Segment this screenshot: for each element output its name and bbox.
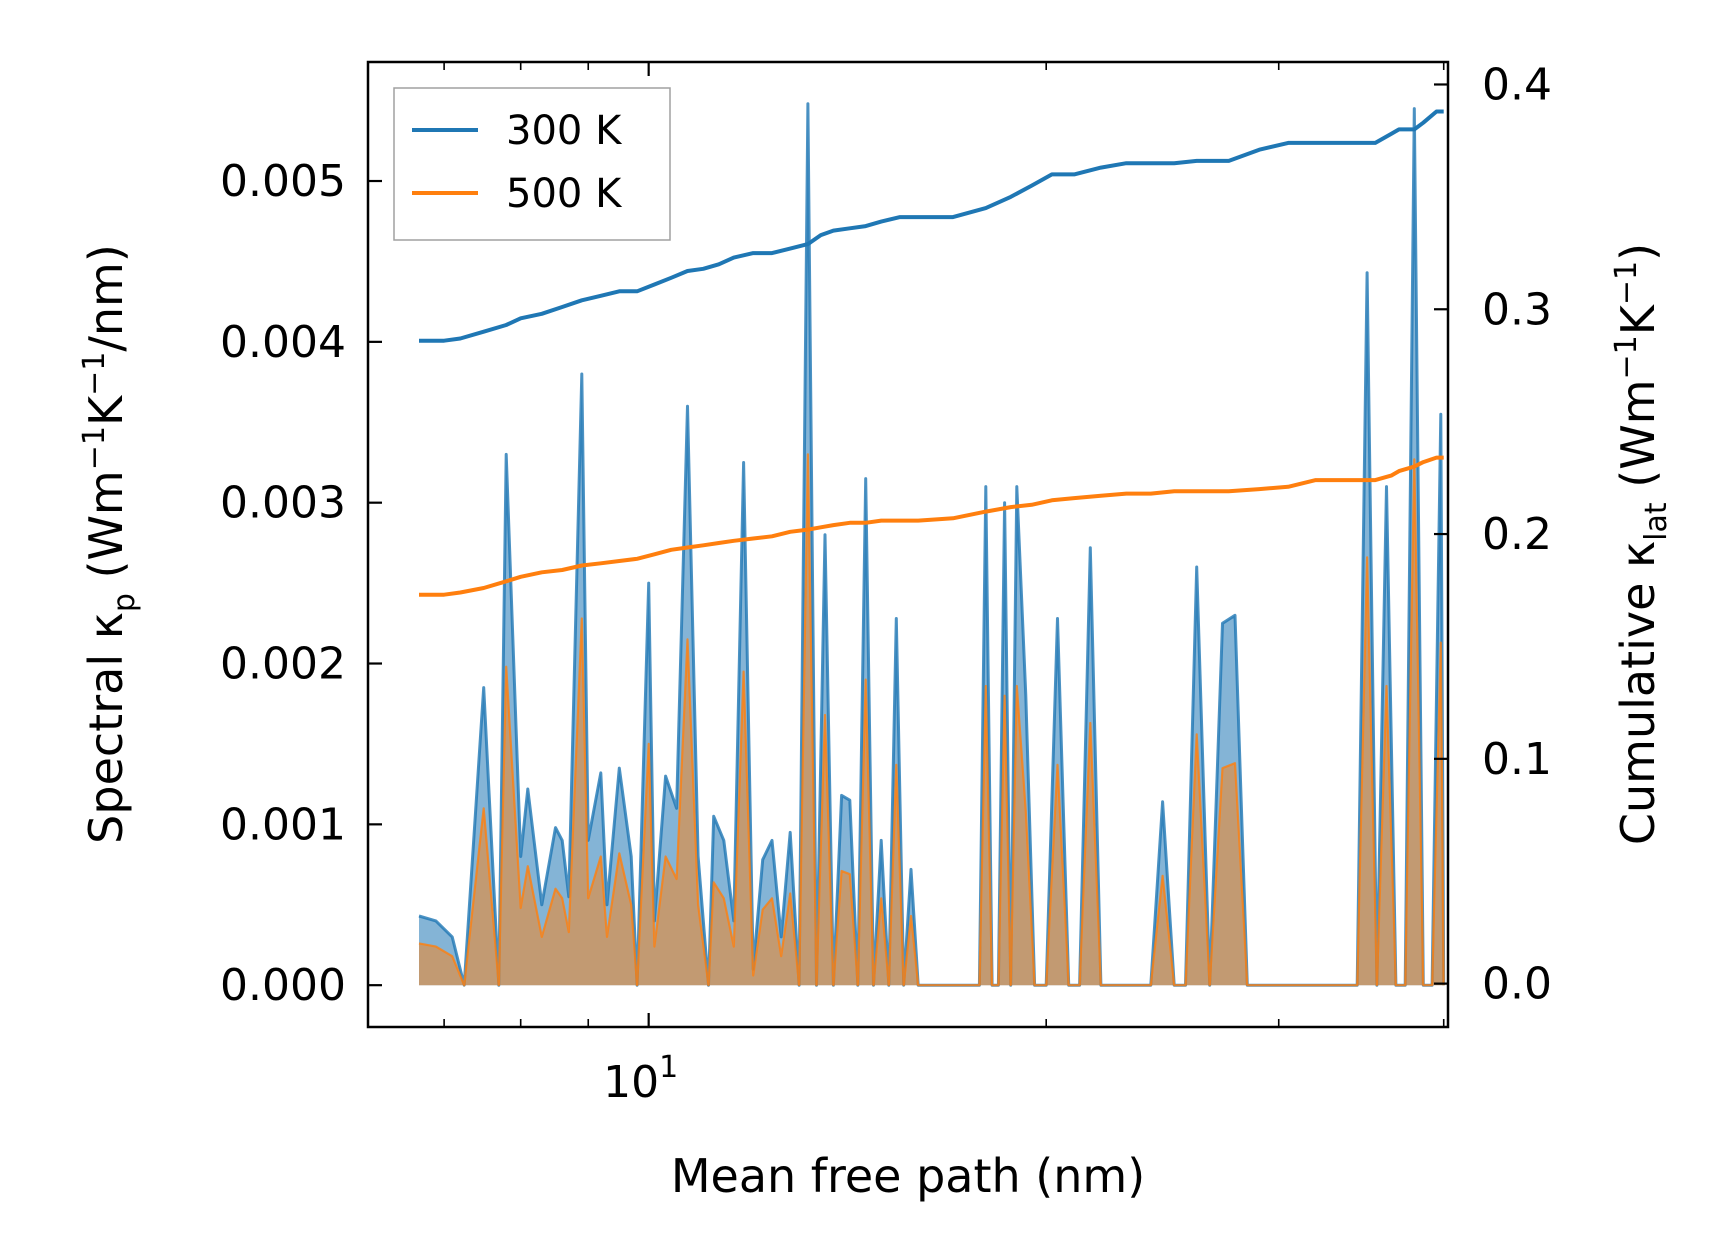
y-left-tick-label: 0.005 — [220, 156, 346, 207]
y-right-title-main: Cumulative κ — [1611, 541, 1665, 845]
y-right-title-sup1: −1 — [1609, 335, 1644, 379]
spectral-line-500k — [418, 453, 1445, 987]
y-left-title-sup2: −1 — [77, 352, 112, 396]
cumulative-line-300k — [419, 109, 1444, 343]
y-left-title-unit-post: /nm) — [79, 244, 133, 351]
y-left-title-sub: p — [107, 593, 142, 612]
plot-frame — [366, 60, 1450, 1029]
y-right-tick-label: 0.2 — [1482, 509, 1552, 560]
y-left-tick-label: 0.003 — [220, 478, 346, 529]
y-right-tick-label: 0.4 — [1482, 59, 1552, 110]
y-right-tick-label: 0.3 — [1482, 284, 1552, 335]
ticks-layer: 0.000 0.001 0.002 0.003 0.004 0.005 0.0 0.1 0.2 0… — [220, 59, 1552, 1108]
y-right-title-mid: K — [1611, 303, 1665, 335]
legend-label-300k: 300 K — [506, 108, 623, 154]
x-axis-title: Mean free path (nm) — [671, 1149, 1145, 1203]
cumulative-line-500k — [419, 455, 1444, 597]
cumulative-layer — [419, 109, 1444, 597]
y-right-title-unit-pre: (Wm — [1611, 379, 1665, 502]
y-right-title-sub: lat — [1639, 502, 1674, 541]
y-right-title-unit-post: ) — [1611, 243, 1665, 261]
y-right-tick-label: 0.1 — [1482, 734, 1552, 785]
spectral-area-500k — [419, 454, 1444, 986]
y-left-tick-label: 0.001 — [220, 799, 346, 850]
legend: 300 K 500 K — [393, 87, 671, 241]
x-tick-label: 101 — [603, 1050, 678, 1108]
y-right-tick-label: 0.0 — [1482, 959, 1552, 1010]
y-left-tick-label: 0.000 — [220, 960, 346, 1011]
y-left-tick-label: 0.004 — [220, 317, 346, 368]
y-left-title-mid: K — [79, 394, 133, 426]
spectral-layer — [418, 102, 1446, 987]
y-left-title-sup1: −1 — [77, 426, 112, 470]
y-right-title-sup2: −1 — [1609, 261, 1644, 305]
y-right-axis-title: Cumulative κlat (Wm−1K−1) — [1609, 243, 1674, 845]
legend-box — [393, 87, 671, 241]
y-left-tick-label: 0.002 — [220, 639, 346, 690]
y-left-axis-title: Spectral κp (Wm−1K−1/nm) — [77, 244, 142, 844]
y-left-title-main: Spectral κ — [79, 612, 133, 844]
y-left-title-unit-pre: (Wm — [79, 470, 133, 593]
legend-label-500k: 500 K — [506, 171, 623, 217]
